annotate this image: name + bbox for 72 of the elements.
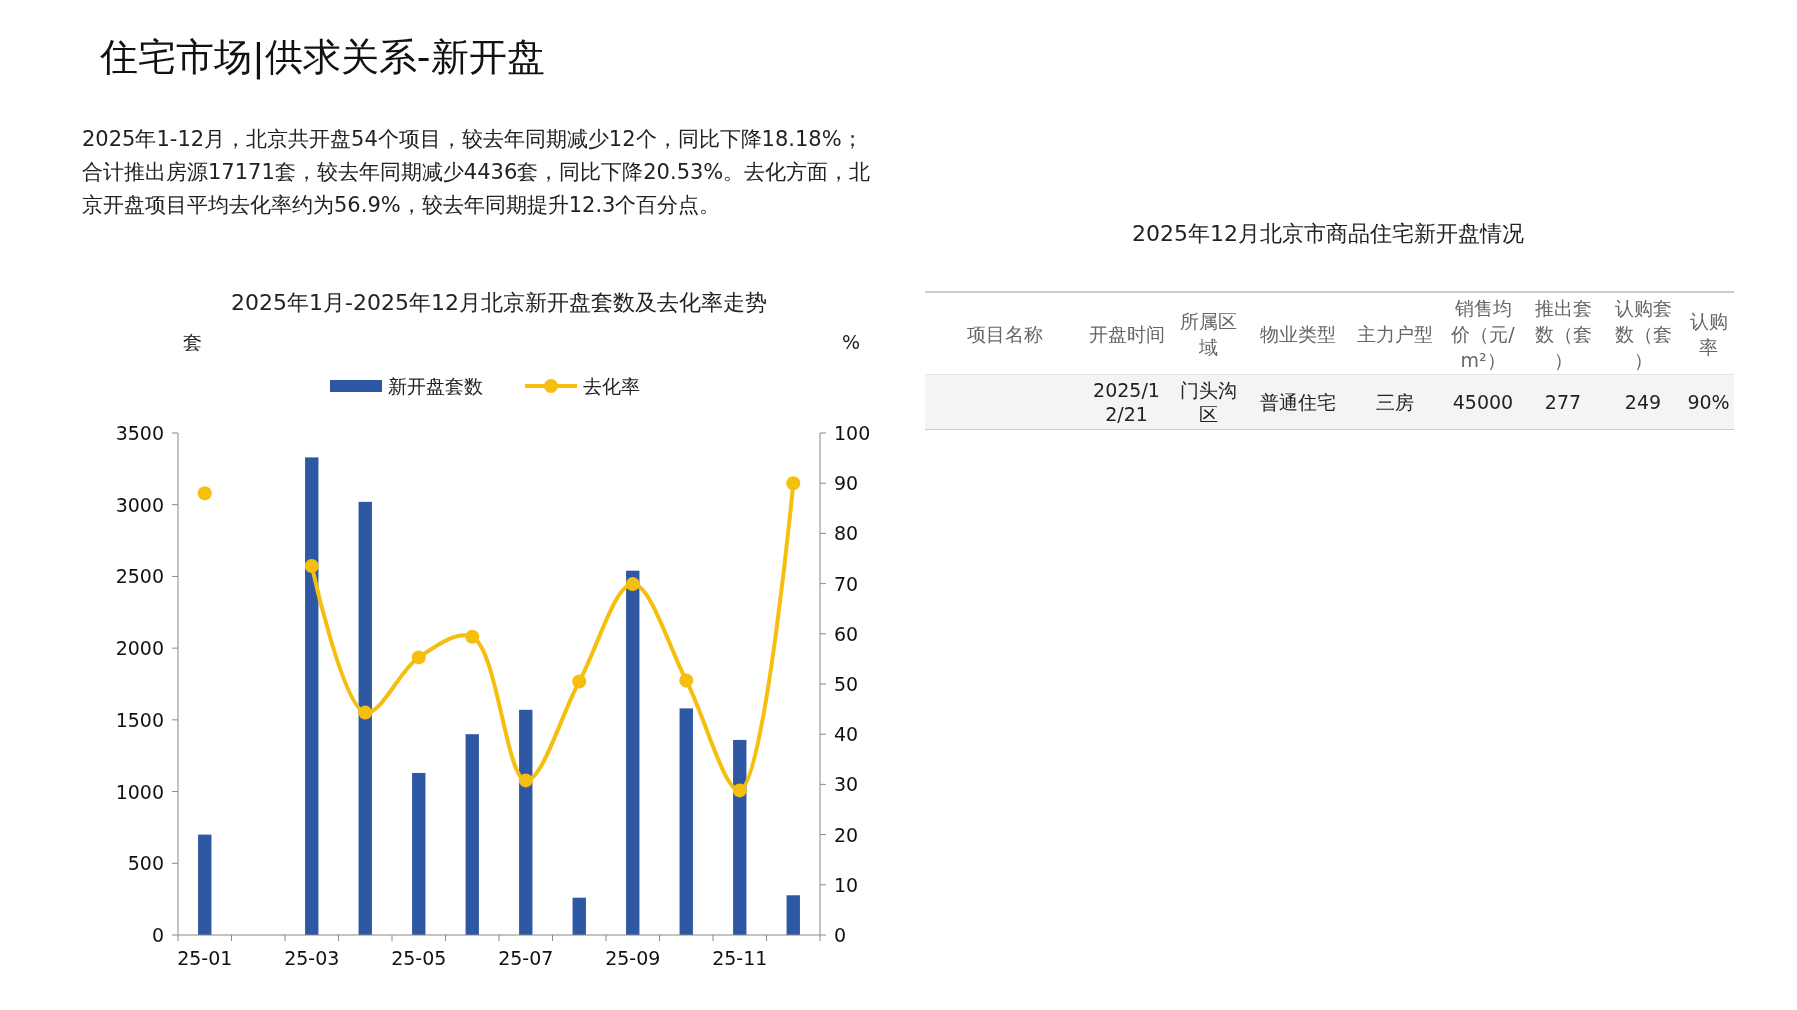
y2-tick-label: 80 bbox=[834, 522, 859, 545]
bar bbox=[679, 708, 693, 935]
category-label: 开盘时间 bbox=[1088, 322, 1165, 345]
point bbox=[197, 486, 212, 501]
x-tick-label: 25-05 bbox=[391, 947, 447, 969]
y2-tick-label: 50 bbox=[834, 673, 859, 695]
y-tick-label: 1500 bbox=[115, 708, 164, 731]
point bbox=[304, 559, 319, 574]
category-label: 所属区域 bbox=[1179, 309, 1237, 358]
point bbox=[786, 476, 801, 491]
chart-title: 2025年1月-2025年12月北京新开盘套数及去化率走势 bbox=[231, 290, 767, 315]
y2-tick-label: 100 bbox=[834, 422, 871, 444]
y2-tick-label: 40 bbox=[834, 723, 859, 746]
y-tick-label: 3500 bbox=[115, 422, 164, 444]
text: 2025年1-12月，北京共开盘54个项目，较去年同期减少12个，同比下降18.18%；合计推出房源17171套，较去年同期减少4436套，同比下降20.53%。去化方面，北京开盘项目平均去化率约为56.9%，较去年同期提升12.3个百分点。 bbox=[82, 127, 871, 217]
y-tick-label: 0 bbox=[151, 924, 164, 946]
bar bbox=[626, 570, 640, 935]
legend-label: 去化率 bbox=[583, 375, 640, 397]
text: 住宅市场|供求关系-新开盘 bbox=[99, 35, 545, 80]
bar bbox=[786, 895, 800, 935]
y2-tick-label: 20 bbox=[834, 823, 859, 846]
text: 门头沟区 bbox=[1179, 379, 1237, 425]
text: 277 bbox=[1544, 391, 1582, 413]
point bbox=[572, 674, 587, 689]
bar bbox=[519, 709, 533, 935]
text: 45000 bbox=[1452, 391, 1514, 413]
point bbox=[625, 577, 640, 592]
x-tick-label: 25-11 bbox=[712, 947, 768, 969]
x-tick-label: 25-09 bbox=[605, 947, 661, 969]
text: 2025年12月北京市商品住宅新开盘情况 bbox=[1132, 221, 1524, 246]
bar bbox=[412, 772, 426, 935]
x-tick-label: 25-01 bbox=[177, 947, 233, 969]
text: 249 bbox=[1624, 391, 1662, 413]
y-tick-label: 1000 bbox=[115, 780, 164, 803]
bar bbox=[572, 897, 586, 935]
bar bbox=[733, 739, 747, 935]
y-tick-label: 3000 bbox=[115, 493, 164, 516]
y2-tick-label: 60 bbox=[834, 622, 859, 645]
y2-axis-title: % bbox=[841, 331, 861, 353]
category-label: 销售均价（元/m²） bbox=[1450, 296, 1516, 371]
bar bbox=[198, 834, 212, 935]
y2-tick-label: 10 bbox=[834, 873, 859, 896]
category-label: 认购率 bbox=[1689, 309, 1728, 358]
text: 90% bbox=[1687, 391, 1730, 413]
point bbox=[358, 705, 373, 720]
y-tick-label: 2000 bbox=[115, 637, 164, 660]
text: 普通住宅 bbox=[1259, 391, 1336, 413]
bar bbox=[358, 501, 372, 935]
category-label: 物业类型 bbox=[1259, 322, 1336, 345]
category-label: 认购套数（套） bbox=[1614, 296, 1672, 371]
category-label: 主力户型 bbox=[1357, 322, 1433, 345]
text: 2025/12/21 bbox=[1093, 379, 1160, 425]
category-label: 推出套数（套） bbox=[1534, 296, 1592, 371]
y-tick-label: 500 bbox=[127, 852, 164, 875]
y2-tick-label: 90 bbox=[834, 472, 859, 495]
point bbox=[518, 773, 533, 788]
point bbox=[411, 650, 426, 665]
bar bbox=[305, 457, 319, 935]
bar bbox=[465, 734, 479, 935]
y2-tick-label: 30 bbox=[834, 773, 859, 796]
legend-label: 新开盘套数 bbox=[388, 375, 483, 397]
y2-tick-label: 0 bbox=[834, 924, 847, 946]
category-label: 项目名称 bbox=[967, 322, 1043, 345]
x-tick-label: 25-03 bbox=[284, 947, 340, 969]
y2-tick-label: 70 bbox=[834, 572, 859, 595]
point bbox=[679, 673, 694, 688]
text: 三房 bbox=[1376, 391, 1414, 413]
y-axis-title: 套 bbox=[182, 331, 202, 353]
y-tick-label: 2500 bbox=[115, 565, 164, 588]
point bbox=[732, 783, 747, 798]
point bbox=[465, 629, 480, 644]
x-tick-label: 25-07 bbox=[498, 947, 554, 969]
